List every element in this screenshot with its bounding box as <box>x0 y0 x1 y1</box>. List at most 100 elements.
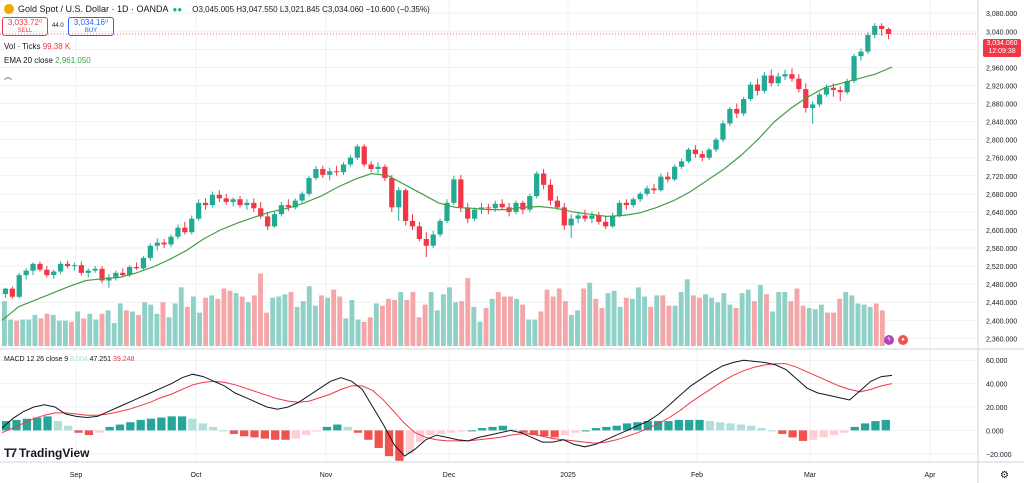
volume-bar <box>788 301 794 346</box>
candle-body <box>851 56 857 81</box>
candle-body <box>879 25 885 30</box>
macd-hist-value: 8.004 <box>70 356 88 363</box>
collapse-legend-icon[interactable]: ︿ <box>4 72 12 81</box>
volume-bar <box>465 278 471 346</box>
volume-bar <box>757 285 763 346</box>
macd-histogram-bar <box>322 426 332 431</box>
volume-bar <box>184 306 190 346</box>
macd-histogram-bar <box>33 417 42 431</box>
sell-label: SELL <box>17 28 33 34</box>
price-axis-label: 2,480.000 <box>986 282 1017 289</box>
volume-bar <box>136 314 142 346</box>
dividend-event-icon[interactable]: ϟ <box>884 335 894 345</box>
ema-legend[interactable]: EMA 20 close 2,961.050 <box>4 56 91 65</box>
volume-bar <box>849 295 855 346</box>
volume-bar <box>593 298 599 346</box>
macd-legend[interactable]: MACD 12 26 close 9 8.004 47.251 39.248 <box>4 356 134 363</box>
volume-bar <box>873 303 879 346</box>
candle-body <box>830 87 836 90</box>
candle <box>92 266 98 273</box>
economic-event-icon[interactable]: ● <box>898 335 908 345</box>
time-axis-label: Sep <box>70 472 83 479</box>
volume-bar <box>239 296 245 346</box>
macd-histogram-bar <box>353 430 363 433</box>
candle-body <box>58 263 64 272</box>
candle <box>513 200 519 215</box>
symbol-title[interactable]: Gold Spot / U.S. Dollar · 1D · OANDA <box>18 4 169 14</box>
candle-body <box>306 178 312 194</box>
volume-bar <box>221 288 227 346</box>
candle <box>175 224 181 239</box>
macd-histogram-bar <box>219 430 228 432</box>
macd-histogram-bar <box>509 429 518 431</box>
candle-body <box>734 108 740 114</box>
macd-histogram-bar <box>312 430 321 432</box>
macd-histogram-bar <box>498 425 508 431</box>
volume-bar <box>520 304 526 346</box>
buy-button[interactable]: 3,034.16⁰ BUY <box>68 17 114 36</box>
macd-histogram-bar <box>860 423 870 431</box>
volume-bar <box>812 309 818 346</box>
candle-body <box>451 179 457 203</box>
volume-bar <box>197 312 202 346</box>
candle-body <box>168 236 174 245</box>
volume-bar <box>379 305 385 346</box>
volume-bar <box>105 310 111 346</box>
candle-body <box>85 270 91 273</box>
volume-bar <box>93 319 99 346</box>
candle <box>471 207 478 221</box>
candle <box>685 147 692 164</box>
volume-bar <box>660 295 666 346</box>
macd-histogram-bar <box>395 430 404 461</box>
candle <box>637 191 643 202</box>
candle <box>540 169 547 190</box>
candle <box>851 53 857 84</box>
volume-bar <box>8 319 13 346</box>
volume-bar <box>818 304 824 346</box>
candle-body <box>230 199 236 202</box>
candle-body <box>540 173 547 185</box>
candle <box>754 78 761 96</box>
sell-button[interactable]: 3,033.72⁰ SELL <box>2 17 48 36</box>
candle-body <box>775 76 781 84</box>
candle-body <box>603 221 609 227</box>
volume-bar <box>123 310 129 346</box>
candle-body <box>354 146 360 158</box>
candle-body <box>844 80 850 93</box>
candle-body <box>106 277 112 281</box>
volume-bar <box>154 313 160 346</box>
candle <box>816 92 823 108</box>
macd-histogram-bar <box>478 428 487 431</box>
volume-bar <box>764 294 769 346</box>
volume-bar <box>514 298 519 346</box>
volume-bar <box>117 303 123 346</box>
candle-body <box>333 171 340 173</box>
price-axis-label: 2,960.000 <box>986 65 1017 72</box>
candle <box>823 84 830 97</box>
candle-body <box>747 84 754 100</box>
candle <box>416 221 423 242</box>
candle-body <box>182 227 188 233</box>
candle <box>678 158 685 170</box>
volume-bar <box>611 290 617 346</box>
candle-body <box>609 215 616 227</box>
volume-bar <box>666 305 672 346</box>
candle-body <box>651 188 657 191</box>
volume-bar <box>831 312 837 346</box>
candle <box>258 201 264 219</box>
candle <box>582 209 588 222</box>
macd-histogram-bar <box>74 430 83 433</box>
candle-body <box>837 89 843 93</box>
macd-histogram-bar <box>685 419 694 431</box>
volume-bar <box>770 311 776 346</box>
volume-legend[interactable]: Vol · Ticks 99.38 K <box>4 42 70 51</box>
candle-body <box>113 272 119 278</box>
settings-gear-icon[interactable]: ⚙ <box>1000 470 1009 481</box>
macd-histogram-bar <box>674 419 683 431</box>
macd-histogram-bar <box>43 416 52 431</box>
candle-body <box>375 166 381 170</box>
candle <box>499 199 505 210</box>
candle <box>589 211 595 224</box>
